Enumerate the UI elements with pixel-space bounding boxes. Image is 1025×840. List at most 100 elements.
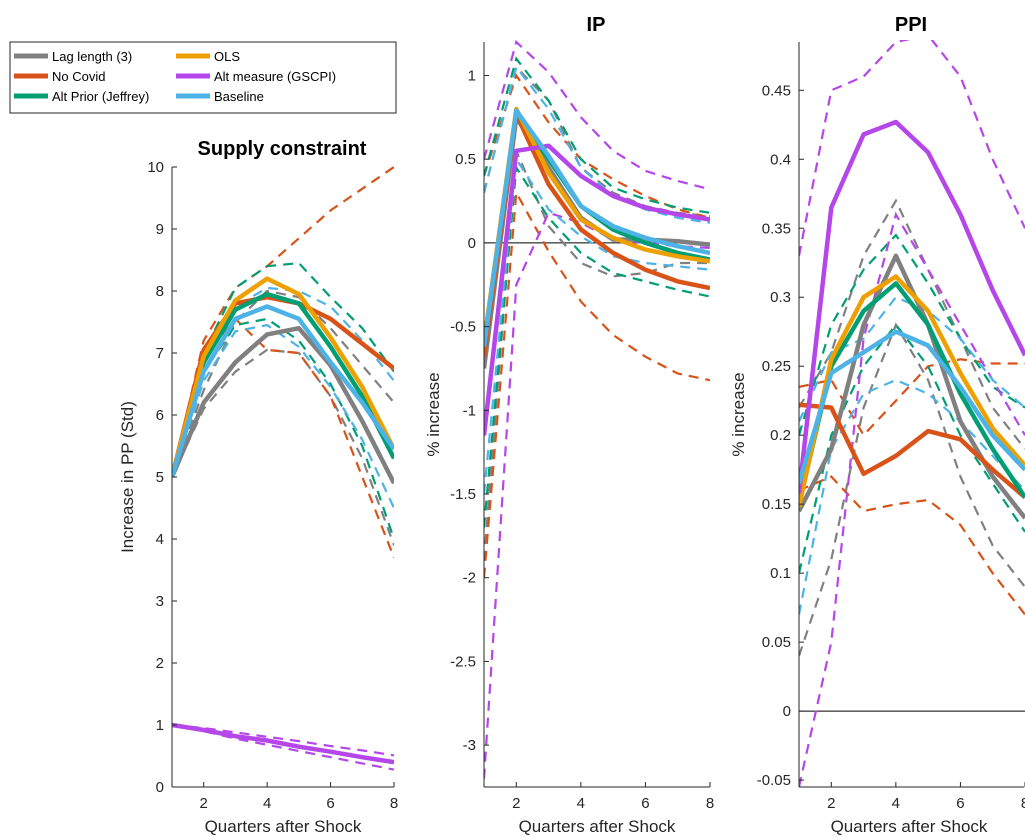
series-baseline-line bbox=[799, 329, 1025, 485]
y-tick-label: 10 bbox=[147, 159, 164, 176]
y-tick-label: 1 bbox=[156, 717, 164, 734]
series-lag-length-3-lower-band bbox=[172, 348, 394, 546]
series-lag-length-3-upper-band bbox=[799, 198, 1025, 450]
y-tick-label: -2.5 bbox=[450, 653, 476, 670]
series-alt-measure-gscpi-upper-band bbox=[799, 40, 1025, 257]
legend-label: Alt measure (GSCPI) bbox=[214, 69, 336, 84]
x-tick-label: 4 bbox=[263, 795, 271, 812]
x-axis-label: Quarters after Shock bbox=[831, 817, 988, 836]
series-alt-measure-gscpi-upper-band bbox=[484, 40, 710, 191]
y-tick-label: 9 bbox=[156, 221, 164, 238]
x-tick-label: 6 bbox=[641, 795, 649, 812]
y-tick-label: 0.45 bbox=[762, 82, 791, 99]
series-no-covid-lower-band bbox=[172, 317, 394, 559]
chart-title: Supply constraint bbox=[198, 138, 367, 160]
y-axis-label: % increase bbox=[729, 372, 748, 456]
y-tick-label: 0.15 bbox=[762, 496, 791, 513]
series-lag-length-3-upper-band bbox=[172, 289, 394, 478]
x-tick-label: 4 bbox=[577, 795, 585, 812]
chart-title: IP bbox=[587, 14, 606, 36]
legend: Lag length (3) No Covid Alt Prior (Jeffrey… bbox=[9, 41, 397, 114]
y-tick-label: 0 bbox=[156, 779, 164, 796]
legend-label: No Covid bbox=[52, 69, 105, 84]
y-tick-label: 0.5 bbox=[455, 151, 476, 168]
x-tick-label: 2 bbox=[827, 795, 835, 812]
legend-item-alt-prior-jeffrey: Alt Prior (Jeffrey) bbox=[14, 89, 149, 104]
series-baseline-lower-band bbox=[172, 323, 394, 509]
y-tick-label: 8 bbox=[156, 283, 164, 300]
series-no-covid-line bbox=[484, 111, 710, 357]
series-alt-measure-gscpi-line bbox=[799, 119, 1025, 494]
legend-item-ols: OLS bbox=[176, 49, 240, 64]
y-tick-label: -3 bbox=[463, 737, 476, 754]
series-baseline-line bbox=[484, 108, 710, 348]
panel-supply-constraint: 0 1 2 3 4 5 6 7 8 9 10 2 4 6 8 Quarters after Shock Incr… bbox=[118, 138, 398, 836]
series-alt-measure-gscpi-line bbox=[172, 722, 394, 765]
chart-title: PPI bbox=[895, 14, 927, 36]
panel-ip: -3 -2.5 -2 -1.5 -1 -0.5 0 0.5 1 2 4 6 8 Quarters afte… bbox=[424, 14, 714, 836]
series-baseline-line bbox=[172, 304, 394, 478]
legend-item-alt-measure-gscpi: Alt measure (GSCPI) bbox=[176, 69, 336, 84]
legend-item-lag-length-3: Lag length (3) bbox=[14, 49, 132, 64]
x-axis-label: Quarters after Shock bbox=[205, 817, 362, 836]
legend-label: Lag length (3) bbox=[52, 49, 132, 64]
legend-label: Alt Prior (Jeffrey) bbox=[52, 89, 149, 104]
series-alt-prior-jeffrey-lower-band bbox=[484, 164, 710, 528]
series-alt-prior-jeffrey-line bbox=[172, 291, 394, 478]
y-tick-label: 0.3 bbox=[770, 289, 791, 306]
series-ols-line bbox=[172, 276, 394, 478]
y-tick-label: -1 bbox=[463, 402, 476, 419]
y-tick-label: -0.05 bbox=[757, 772, 791, 789]
y-axis-label: Increase in PP (Std) bbox=[118, 401, 137, 553]
series-ols-line bbox=[799, 274, 1025, 508]
x-tick-label: 8 bbox=[390, 795, 398, 812]
y-tick-label: 0.4 bbox=[770, 151, 791, 168]
series-lag-length-3-line bbox=[172, 325, 394, 485]
series-alt-prior-jeffrey-line bbox=[799, 281, 1025, 505]
series-alt-measure-gscpi-line bbox=[484, 143, 710, 436]
y-tick-label: 0.25 bbox=[762, 358, 791, 375]
legend-label: OLS bbox=[214, 49, 240, 64]
x-tick-label: 4 bbox=[892, 795, 900, 812]
series-no-covid-lower-band bbox=[484, 188, 710, 578]
y-tick-label: 0.35 bbox=[762, 220, 791, 237]
panel-ppi: -0.05 0 0.05 0.1 0.15 0.2 0.25 0.3 0.35 0.4 0.45 2 4… bbox=[729, 14, 1025, 836]
y-tick-label: 7 bbox=[156, 345, 164, 362]
y-tick-label: 2 bbox=[156, 655, 164, 672]
y-tick-label: 3 bbox=[156, 593, 164, 610]
series-no-covid-line bbox=[799, 402, 1025, 500]
series-no-covid-lower-band bbox=[799, 475, 1025, 616]
series-no-covid-upper-band bbox=[799, 358, 1025, 438]
series-baseline-upper-band bbox=[484, 64, 710, 224]
y-tick-label: 0.2 bbox=[770, 427, 791, 444]
x-tick-label: 8 bbox=[706, 795, 714, 812]
y-tick-label: 0 bbox=[468, 235, 476, 252]
x-tick-label: 2 bbox=[512, 795, 520, 812]
x-tick-label: 2 bbox=[200, 795, 208, 812]
y-tick-label: 0.1 bbox=[770, 565, 791, 582]
series-lag-length-3-lower-band bbox=[799, 322, 1025, 657]
y-tick-label: 0.05 bbox=[762, 634, 791, 651]
y-axis-label: % increase bbox=[424, 372, 443, 456]
y-tick-label: -0.5 bbox=[450, 319, 476, 336]
series-alt-prior-jeffrey-upper-band bbox=[799, 233, 1025, 436]
x-tick-label: 8 bbox=[1021, 795, 1025, 812]
y-tick-label: 4 bbox=[156, 531, 164, 548]
series-baseline-upper-band bbox=[172, 286, 394, 478]
legend-item-baseline: Baseline bbox=[176, 89, 264, 104]
legend-item-no-covid: No Covid bbox=[14, 69, 105, 84]
series-no-covid-upper-band bbox=[172, 166, 394, 478]
y-tick-label: 0 bbox=[783, 703, 791, 720]
legend-label: Baseline bbox=[214, 89, 264, 104]
y-tick-label: -1.5 bbox=[450, 486, 476, 503]
x-tick-label: 6 bbox=[326, 795, 334, 812]
x-axis-label: Quarters after Shock bbox=[519, 817, 676, 836]
series-alt-prior-jeffrey-upper-band bbox=[484, 56, 710, 214]
y-tick-label: -2 bbox=[463, 570, 476, 587]
series-baseline-lower-band bbox=[799, 378, 1025, 615]
y-tick-label: 5 bbox=[156, 469, 164, 486]
y-tick-label: 6 bbox=[156, 407, 164, 424]
series-alt-measure-gscpi-lower-band bbox=[799, 211, 1025, 787]
y-tick-label: 1 bbox=[468, 67, 476, 84]
